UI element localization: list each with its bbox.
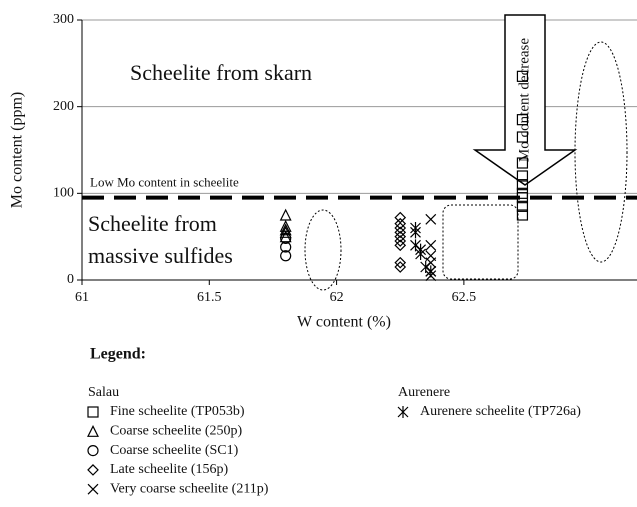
point <box>394 235 407 247</box>
legend-label: Fine scheelite (TP053b) <box>110 404 245 419</box>
point <box>516 179 529 191</box>
point <box>394 222 407 234</box>
point <box>394 230 407 243</box>
point <box>516 200 529 212</box>
group-outline <box>304 209 342 291</box>
point <box>425 213 437 225</box>
legend-group: Salau <box>88 385 119 400</box>
point <box>415 248 427 260</box>
legend-group: Aurenere <box>398 385 450 400</box>
legend-title: Legend: <box>90 346 146 363</box>
point <box>280 250 292 262</box>
y-tick-label: 300 <box>53 12 74 27</box>
point <box>394 256 407 269</box>
point <box>394 261 407 273</box>
arrow <box>472 14 578 186</box>
y-axis-label: Mo content (ppm) <box>9 92 26 208</box>
annotation: Scheelite from skarn <box>130 60 312 85</box>
point <box>516 70 529 82</box>
x-tick-label: 62 <box>330 290 344 305</box>
point <box>516 209 529 221</box>
point <box>279 225 292 238</box>
group-outline <box>442 204 519 280</box>
legend-label: Coarse scheelite (250p) <box>110 424 243 439</box>
annotation: massive sulfides <box>88 243 233 268</box>
point <box>394 239 407 252</box>
y-tick-label: 100 <box>53 186 74 201</box>
x-tick-label: 62.5 <box>452 290 477 305</box>
point <box>87 464 99 476</box>
point <box>516 114 529 126</box>
point <box>87 424 99 437</box>
point <box>394 211 407 224</box>
y-tick-label: 200 <box>53 99 74 114</box>
y-tick-label: 0 <box>67 272 74 287</box>
point <box>516 131 529 143</box>
point <box>87 483 99 495</box>
point <box>425 265 437 278</box>
point <box>425 239 437 251</box>
point <box>516 170 529 182</box>
annotation: Scheelite from <box>88 211 217 236</box>
point <box>280 232 292 244</box>
point <box>279 208 292 221</box>
point <box>397 406 409 418</box>
point <box>410 226 421 239</box>
x-tick-label: 61.5 <box>197 290 222 305</box>
legend-label: Very coarse scheelite (211p) <box>110 481 269 496</box>
group-outline <box>574 41 628 263</box>
point <box>516 192 529 204</box>
threshold-label: Low Mo content in scheelite <box>90 175 239 190</box>
point <box>394 226 407 239</box>
arrow-label: Mo content decrease <box>516 38 532 162</box>
point <box>87 406 99 418</box>
point <box>279 223 292 236</box>
x-axis-label: W content (%) <box>297 314 391 331</box>
legend-label: Late scheelite (156p) <box>110 462 229 477</box>
legend-label: Aurenere scheelite (TP726a) <box>420 404 581 419</box>
point <box>87 445 99 457</box>
point <box>280 241 292 253</box>
point <box>516 157 529 169</box>
x-tick-label: 61 <box>75 290 89 305</box>
point <box>394 217 407 230</box>
legend-label: Coarse scheelite (SC1) <box>110 443 239 458</box>
